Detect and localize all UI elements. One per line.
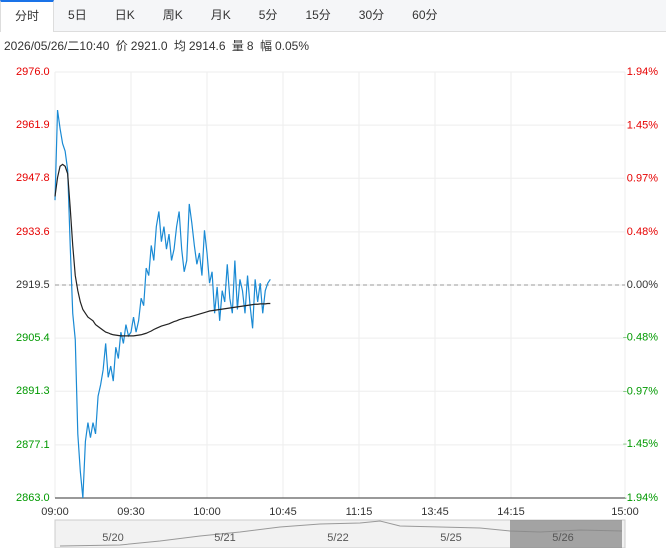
y-tick-label: 2863.0	[16, 492, 50, 504]
navigator-date: 5/21	[214, 532, 235, 544]
y-tick-label: 2919.5	[16, 279, 50, 291]
y2-tick-label: 0.00%	[627, 279, 658, 291]
info-value: 2914.6	[188, 39, 226, 53]
x-tick-label: 14:15	[497, 506, 525, 518]
info-label: 量	[231, 39, 244, 53]
y-tick-label: 2905.4	[16, 332, 50, 344]
x-tick-label: 09:30	[117, 506, 145, 518]
y2-tick-label: 1.45%	[627, 120, 658, 132]
info-label: 价	[115, 39, 128, 53]
x-tick-label: 13:45	[421, 506, 449, 518]
tab[interactable]: 5日	[68, 8, 87, 22]
tab[interactable]: 周K	[162, 8, 183, 22]
price-line	[54, 109, 271, 499]
info-value: 8	[246, 39, 254, 53]
info-label: 幅	[259, 39, 272, 53]
x-tick-label: 10:45	[269, 506, 297, 518]
x-tick-label: 10:00	[193, 506, 221, 518]
tab[interactable]: 月K	[210, 8, 231, 22]
y2-tick-label: -0.48%	[623, 332, 658, 344]
y-tick-label: 2976.0	[16, 66, 50, 78]
x-tick-label: 15:00	[611, 506, 639, 518]
info-time: 2026/05/26/二10:40	[4, 39, 110, 53]
y-tick-label: 2933.6	[16, 226, 50, 238]
y2-tick-label: -1.94%	[623, 492, 658, 504]
y-tick-label: 2891.3	[16, 385, 50, 397]
navigator-date: 5/26	[552, 532, 573, 544]
navigator-selection[interactable]	[510, 520, 622, 548]
x-tick-label: 11:15	[346, 506, 373, 518]
tab[interactable]: 60分	[412, 8, 438, 22]
y-tick-label: 2877.1	[16, 439, 50, 451]
x-tick-label: 09:00	[41, 506, 69, 518]
y2-tick-label: -0.97%	[623, 385, 658, 397]
tab[interactable]: 日K	[114, 8, 135, 22]
tab-bar: 分时 5日 日K 周K 月K 5分 15分 30分 60分	[0, 0, 666, 32]
price-line	[54, 163, 271, 337]
y2-tick-label: 0.48%	[627, 226, 658, 238]
y2-tick-label: 1.94%	[627, 66, 658, 78]
info-label: 均	[173, 39, 186, 53]
tab[interactable]: 分时	[0, 0, 55, 32]
y-tick-label: 2947.8	[16, 172, 50, 184]
y2-tick-label: 0.97%	[627, 172, 658, 184]
info-value: 0.05%	[274, 39, 309, 53]
y2-tick-label: -1.45%	[623, 438, 658, 450]
navigator-date: 5/22	[327, 532, 348, 544]
tab[interactable]: 5分	[258, 8, 278, 22]
info-value: 2921.0	[130, 39, 168, 53]
tab[interactable]: 15分	[305, 8, 331, 22]
navigator-date: 5/20	[102, 532, 123, 544]
y-tick-label: 2961.9	[16, 119, 50, 131]
navigator-date: 5/25	[440, 532, 461, 544]
tab[interactable]: 30分	[358, 8, 385, 22]
